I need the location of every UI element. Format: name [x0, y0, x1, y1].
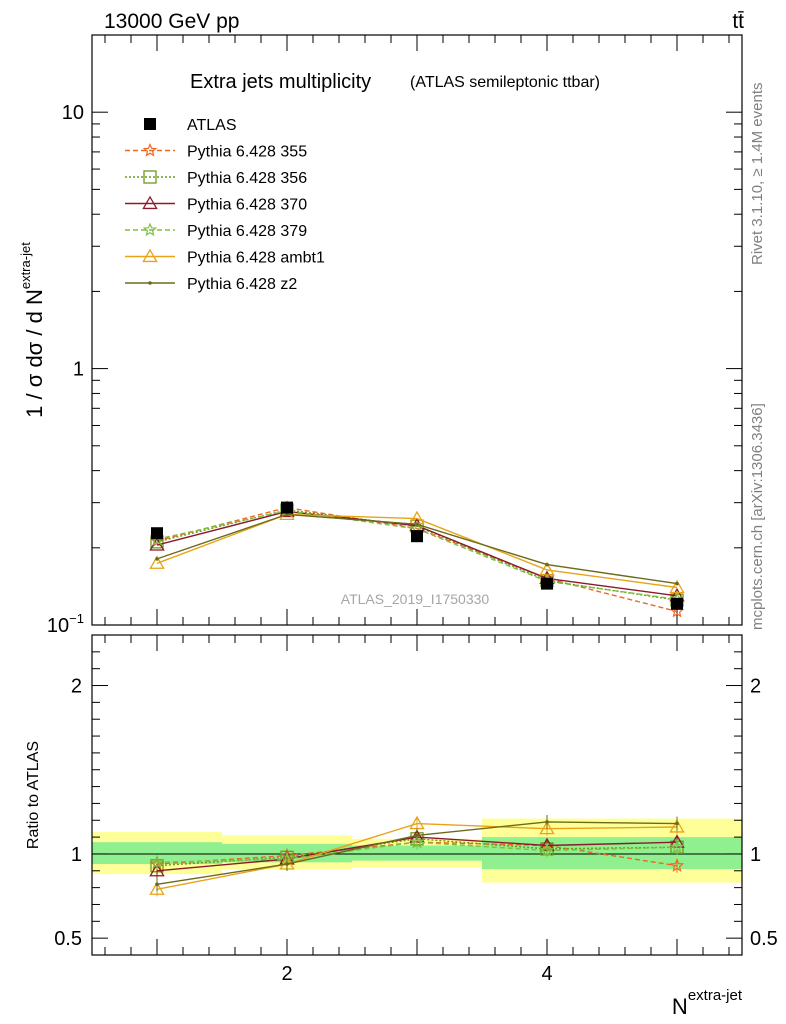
y-axis-title-sup: extra-jet — [18, 242, 33, 289]
triangle-marker — [669, 819, 685, 833]
y-tick-label: 10 — [62, 102, 84, 124]
main-axis-ticks — [92, 34, 742, 626]
ratio-axis-ticks — [92, 635, 742, 955]
x-axis-title-sup: extra-jet — [688, 987, 743, 1004]
dot-marker — [155, 557, 159, 561]
ratio-series-layer — [149, 814, 685, 897]
ratio-line — [156, 841, 678, 864]
legend-label: Pythia 6.428 355 — [187, 144, 307, 161]
chart-subtitle: (ATLAS semileptonic ttbar) — [410, 74, 600, 91]
main-panel: Extra jets multiplicity (ATLAS semilepto… — [18, 34, 743, 637]
inner-band — [352, 845, 482, 861]
legend: ATLAS Pythia 6.428 355 Pythia 6.428 356 Pyt… — [125, 117, 325, 293]
legend-label: Pythia 6.428 379 — [187, 223, 307, 240]
triangle-marker — [539, 820, 555, 835]
ratio-y-tick-label: 0.5 — [54, 928, 82, 950]
ratio-y-tick-labels: 0.5 0.5 1 1 2 2 — [54, 676, 778, 951]
data-point — [281, 501, 293, 514]
triangle-marker — [669, 579, 685, 594]
dot-marker — [545, 820, 549, 824]
triangle-marker — [149, 862, 165, 877]
ratio-y-tick-label-right: 0.5 — [750, 928, 778, 950]
rivet-label: Rivet 3.1.10, ≥ 1.4M events — [749, 83, 766, 266]
dot-marker — [148, 281, 152, 285]
inner-band — [482, 837, 742, 870]
triangle-marker — [142, 195, 158, 210]
ratio-y-tick-label: 2 — [71, 676, 82, 698]
star-marker — [669, 858, 685, 872]
data-point — [151, 527, 163, 540]
legend-label: Pythia 6.428 370 — [187, 197, 307, 214]
y-axis-title-main: 1 / σ dσ / d N — [22, 289, 47, 418]
ratio-plot-frame — [91, 634, 743, 956]
inner-band — [92, 842, 222, 865]
x-tick-label: 4 — [541, 963, 552, 985]
star-marker — [149, 854, 165, 869]
triangle-marker — [539, 562, 555, 576]
main-series-layer — [149, 500, 685, 618]
triangle-marker — [149, 555, 165, 569]
y-tick-label: 10−1 — [47, 611, 84, 637]
ratio-y-tick-label: 1 — [71, 844, 82, 866]
data-point — [541, 577, 553, 590]
dot-marker — [415, 833, 419, 838]
legend-label: Pythia 6.428 ambt1 — [187, 250, 325, 267]
ratio-axis-title: Ratio to ATLAS — [25, 741, 42, 849]
mcplots-label: mcplots.cern.ch [arXiv:1306.3436] — [749, 403, 766, 630]
ratio-y-tick-label-right: 1 — [750, 844, 761, 866]
chart-title: Extra jets multiplicity — [190, 71, 371, 93]
triangle-marker — [142, 248, 158, 263]
analysis-label: ATLAS_2019_I1750330 — [341, 591, 490, 607]
dot-marker — [675, 821, 679, 826]
data-point — [144, 118, 156, 130]
data-point — [411, 530, 423, 543]
legend-label: ATLAS — [187, 117, 237, 134]
x-tick-label: 2 — [281, 963, 292, 985]
star-marker — [669, 839, 685, 854]
dot-marker — [675, 581, 679, 586]
dot-marker — [285, 862, 289, 866]
energy-label: 13000 GeV pp — [104, 10, 239, 33]
dot-marker — [545, 562, 549, 567]
y-tick-label: 1 — [73, 359, 84, 381]
star-marker — [539, 843, 555, 857]
star-marker — [409, 834, 425, 849]
process-label: tt̄ — [732, 10, 744, 33]
y-tick-label-exponent: −1 — [69, 611, 84, 626]
legend-label: Pythia 6.428 356 — [187, 170, 307, 187]
series-line — [156, 509, 678, 600]
dot-marker — [155, 882, 159, 887]
x-axis-title: Nextra-jet — [672, 987, 743, 1019]
star-marker — [142, 142, 158, 157]
triangle-marker — [149, 881, 165, 895]
series-line — [156, 513, 678, 589]
star-marker — [142, 222, 158, 237]
legend-label: Pythia 6.428 z2 — [187, 276, 297, 293]
square-marker — [143, 170, 157, 184]
main-y-tick-labels: 10−1 1 10 — [47, 102, 84, 637]
ratio-y-tick-label-right: 2 — [750, 676, 761, 698]
x-axis-title-base: N — [672, 994, 688, 1019]
y-axis-title: 1 / σ dσ / d Nextra-jet — [18, 242, 47, 418]
dot-marker — [415, 522, 419, 527]
data-point — [671, 597, 683, 610]
